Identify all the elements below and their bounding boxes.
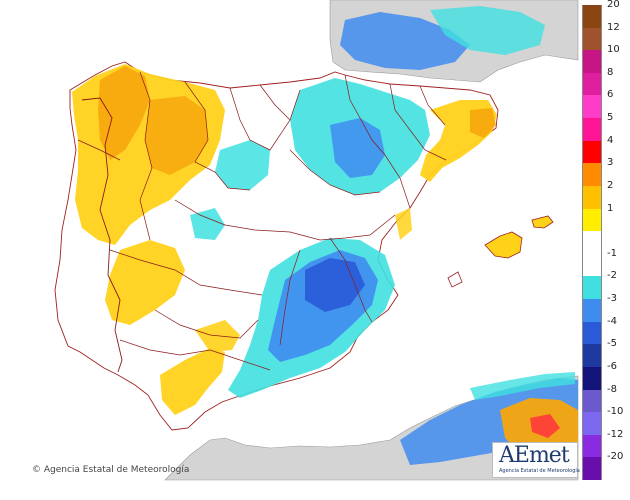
warm-zone-valencia xyxy=(395,208,412,240)
legend-swatch xyxy=(582,344,602,367)
credit-label: Agencia Estatal de Meteorología xyxy=(43,465,190,475)
legend-label: 2 xyxy=(607,179,614,191)
legend-label: -20 xyxy=(607,451,624,463)
logo-text: AEmet xyxy=(499,443,570,468)
legend-row: -8 xyxy=(578,384,630,413)
legend-swatch xyxy=(582,208,602,232)
cold-zone-africa-cyan xyxy=(470,372,575,400)
cold-zone-core xyxy=(305,258,365,312)
legend-label: 4 xyxy=(607,134,614,146)
legend-label: 8 xyxy=(607,66,614,78)
legend-row: 2 xyxy=(578,180,630,209)
warm-zone-andalucia xyxy=(160,348,225,415)
legend-row: 12 xyxy=(578,22,630,51)
legend-label: -8 xyxy=(607,383,617,395)
warm-zone-orange-cyl xyxy=(145,96,208,175)
legend-row: -10 xyxy=(578,406,630,435)
legend-swatch xyxy=(582,253,602,277)
legend-swatch xyxy=(582,457,602,480)
legend-label: 10 xyxy=(607,44,620,56)
region-borders xyxy=(77,71,447,371)
legend-row: -1 xyxy=(578,248,630,277)
legend-row: -12 xyxy=(578,429,630,458)
cold-zone-north-blue xyxy=(330,118,385,178)
copyright-icon: © xyxy=(32,465,41,475)
legend-swatch xyxy=(582,412,602,435)
warm-zone-catalonia-orange xyxy=(470,108,496,138)
legend-swatch xyxy=(582,185,602,209)
legend-swatch xyxy=(582,389,602,413)
legend-label: -1 xyxy=(607,247,617,259)
warm-zone-west-center xyxy=(105,240,185,325)
legend-label: -5 xyxy=(607,338,617,350)
legend-row: 4 xyxy=(578,135,630,164)
legend-swatch xyxy=(582,321,602,345)
portugal-border xyxy=(81,97,123,373)
legend-swatch xyxy=(582,50,602,73)
legend-label: -10 xyxy=(607,406,624,418)
legend-label: -2 xyxy=(607,270,617,282)
cold-zone-center-west xyxy=(215,140,270,190)
legend-swatch xyxy=(582,140,602,164)
legend-swatch xyxy=(582,27,602,51)
menorca xyxy=(531,215,554,229)
legend: 20 12 10 8 6 5 4 3 2 1 -1 -2 -3 -4 -5 -6 -8 -10 -12 -20 xyxy=(578,0,630,480)
legend-swatch xyxy=(582,72,602,96)
warm-zone-africa-red xyxy=(530,414,560,438)
legend-label: 12 xyxy=(607,21,620,33)
legend-row: -6 xyxy=(578,361,630,390)
legend-row: -3 xyxy=(578,293,630,322)
legend-label: 1 xyxy=(607,202,614,214)
legend-row: 20 xyxy=(578,0,630,28)
legend-row: 5 xyxy=(578,112,630,141)
aemet-logo: AEmet Agencia Estatal de Meteorología xyxy=(492,442,580,478)
legend-label: 3 xyxy=(607,157,614,169)
legend-swatch xyxy=(582,5,602,28)
legend-swatch xyxy=(582,231,602,254)
cold-zone-france-blue xyxy=(340,12,470,70)
legend-swatch xyxy=(582,276,602,300)
legend-row: 3 xyxy=(578,157,630,186)
legend-label: 20 xyxy=(607,0,620,10)
legend-row: 10 xyxy=(578,44,630,73)
legend-label: -6 xyxy=(607,360,617,372)
cold-zone-center xyxy=(190,208,225,240)
legend-label: -12 xyxy=(607,428,624,440)
legend-row: -20 xyxy=(578,451,630,480)
logo-subtext: Agencia Estatal de Meteorología xyxy=(499,468,580,474)
legend-row xyxy=(578,231,630,254)
legend-swatch xyxy=(582,434,602,458)
cold-zone-france-cyan xyxy=(430,6,545,55)
legend-label: 5 xyxy=(607,112,614,124)
legend-swatch xyxy=(582,163,602,186)
legend-row: -4 xyxy=(578,316,630,345)
legend-row: -5 xyxy=(578,338,630,367)
legend-swatch xyxy=(582,366,602,390)
legend-swatch xyxy=(582,118,602,141)
legend-row: 8 xyxy=(578,67,630,96)
ibiza xyxy=(447,271,463,288)
legend-swatch xyxy=(582,95,602,119)
mallorca xyxy=(484,231,523,259)
legend-swatch xyxy=(582,299,602,322)
legend-label: 6 xyxy=(607,89,614,101)
legend-row: 6 xyxy=(578,89,630,119)
credit-text: © Agencia Estatal de Meteorología xyxy=(32,465,189,475)
legend-row: -2 xyxy=(578,270,630,300)
warm-zone-orange-nw xyxy=(98,66,150,160)
legend-label: -3 xyxy=(607,293,617,305)
legend-row: 1 xyxy=(578,203,630,232)
legend-label: -4 xyxy=(607,315,617,327)
